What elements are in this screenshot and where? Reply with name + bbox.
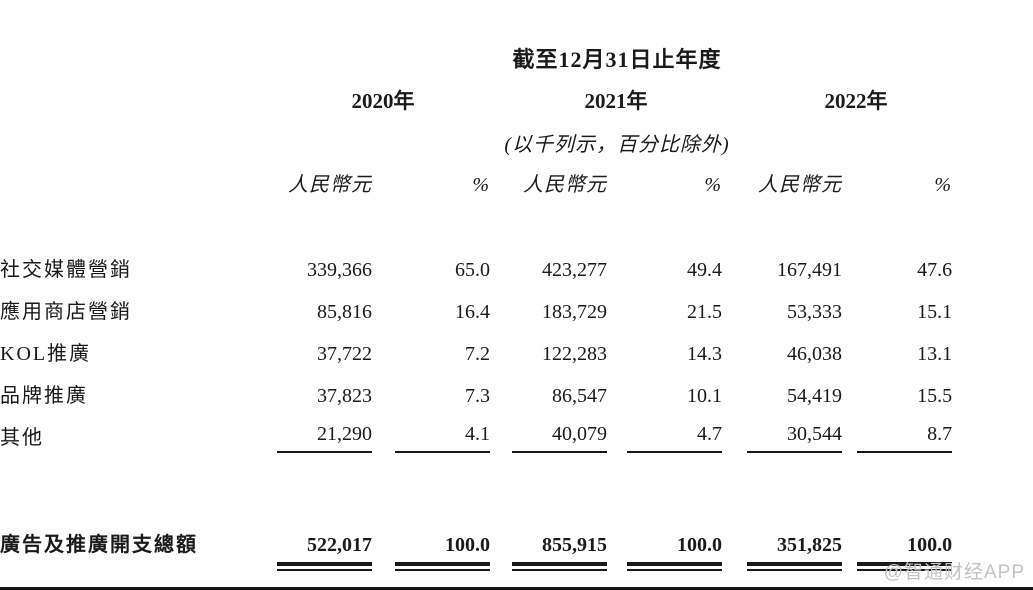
watermark: @智通财经APP bbox=[883, 562, 1025, 583]
cell-value: 14.3 bbox=[687, 342, 722, 365]
row-label: 其他 bbox=[0, 426, 44, 449]
double-rule bbox=[277, 562, 372, 571]
cell-value: 10.1 bbox=[687, 384, 722, 407]
col-header-rmb: 人民幣元 bbox=[758, 174, 842, 196]
units-note: (以千列示，百分比除外) bbox=[504, 134, 730, 156]
table-row: 應用商店營銷 85,816 16.4 183,729 21.5 53,333 1… bbox=[0, 291, 1033, 333]
row-label: 社交媒體營銷 bbox=[0, 258, 132, 281]
cell-value: 339,366 bbox=[307, 258, 372, 281]
cell-value: 15.1 bbox=[917, 300, 953, 323]
double-rule bbox=[395, 562, 490, 571]
cell-value: 183,729 bbox=[542, 300, 607, 323]
cell-value: 122,283 bbox=[542, 342, 607, 365]
cell-value: 37,722 bbox=[317, 342, 372, 365]
cell-value: 16.4 bbox=[455, 300, 490, 323]
total-value: 100.0 bbox=[677, 534, 722, 556]
cell-value: 7.2 bbox=[465, 342, 490, 365]
cell-value: 46,038 bbox=[787, 342, 842, 365]
table-row-total: 廣告及推廣開支總額 522,017 100.0 855,915 100.0 35… bbox=[0, 481, 1033, 571]
cell-value: 7.3 bbox=[465, 384, 490, 407]
cell-value: 423,277 bbox=[542, 258, 607, 281]
total-value: 522,017 bbox=[307, 534, 372, 556]
cell-value: 13.1 bbox=[917, 342, 953, 365]
expense-breakdown-table: 截至12月31日止年度 2020年 2021年 2022年 (以千列示，百分比除… bbox=[0, 24, 1033, 571]
total-value: 351,825 bbox=[777, 534, 842, 556]
year-header-2021: 2021年 bbox=[584, 88, 648, 113]
table-row: 2020年 2021年 2022年 bbox=[0, 72, 1033, 113]
cell-value: 167,491 bbox=[777, 258, 842, 281]
table-row: 其他 21,290 4.1 40,079 4.7 30,544 8.7 bbox=[0, 417, 1033, 459]
double-rule bbox=[627, 562, 722, 571]
total-value: 100.0 bbox=[907, 534, 953, 556]
row-label: KOL推廣 bbox=[0, 342, 92, 365]
cell-value: 15.5 bbox=[917, 384, 953, 407]
table-row: 社交媒體營銷 339,366 65.0 423,277 49.4 167,491… bbox=[0, 249, 1033, 291]
cell-value: 30,544 bbox=[747, 423, 842, 453]
year-header-2022: 2022年 bbox=[824, 88, 888, 113]
cell-value: 65.0 bbox=[455, 258, 490, 281]
table-row: 截至12月31日止年度 bbox=[0, 24, 1033, 72]
cell-value: 53,333 bbox=[787, 300, 842, 323]
double-rule bbox=[857, 562, 953, 571]
table-row: (以千列示，百分比除外) bbox=[0, 113, 1033, 157]
col-header-pct: % bbox=[934, 174, 953, 196]
table-row: 品牌推廣 37,823 7.3 86,547 10.1 54,419 15.5 bbox=[0, 375, 1033, 417]
cell-value: 49.4 bbox=[687, 258, 722, 281]
period-header: 截至12月31日止年度 bbox=[512, 46, 722, 72]
col-header-pct: % bbox=[704, 174, 722, 196]
cell-value: 47.6 bbox=[917, 258, 953, 281]
cell-value: 8.7 bbox=[857, 423, 953, 453]
year-header-2020: 2020年 bbox=[351, 88, 415, 113]
double-rule bbox=[747, 562, 842, 571]
col-header-rmb: 人民幣元 bbox=[288, 174, 372, 196]
cell-value: 85,816 bbox=[317, 300, 372, 323]
col-header-rmb: 人民幣元 bbox=[523, 174, 607, 196]
total-value: 100.0 bbox=[445, 534, 490, 556]
cell-value: 4.1 bbox=[395, 423, 490, 453]
row-label: 應用商店營銷 bbox=[0, 300, 132, 323]
table-row: KOL推廣 37,722 7.2 122,283 14.3 46,038 13.… bbox=[0, 333, 1033, 375]
bottom-border bbox=[0, 587, 1033, 590]
cell-value: 4.7 bbox=[627, 423, 722, 453]
total-value: 855,915 bbox=[542, 534, 607, 556]
cell-value: 21,290 bbox=[277, 423, 372, 453]
total-label: 廣告及推廣開支總額 bbox=[0, 534, 198, 556]
cell-value: 21.5 bbox=[687, 300, 722, 323]
row-label: 品牌推廣 bbox=[0, 384, 88, 407]
cell-value: 37,823 bbox=[317, 384, 372, 407]
table-row: 人民幣元 % 人民幣元 % 人民幣元 % bbox=[0, 157, 1033, 197]
cell-value: 40,079 bbox=[512, 423, 607, 453]
col-header-pct: % bbox=[472, 174, 490, 196]
double-rule bbox=[512, 562, 607, 571]
cell-value: 86,547 bbox=[552, 384, 607, 407]
cell-value: 54,419 bbox=[787, 384, 842, 407]
